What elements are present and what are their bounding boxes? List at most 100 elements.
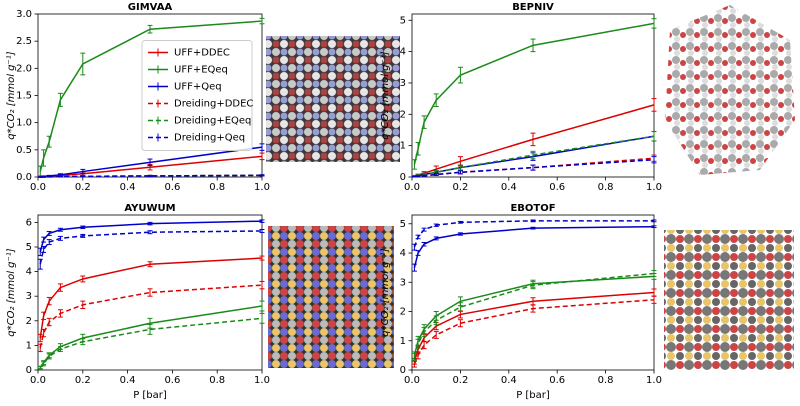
error-bar — [147, 158, 153, 167]
y-tick-label: 5 — [26, 242, 32, 253]
plot-area — [411, 214, 655, 371]
error-bar — [41, 236, 47, 243]
structure-image — [665, 5, 795, 175]
x-tick-label: 0.4 — [501, 375, 517, 386]
y-tick-label: 0 — [400, 172, 406, 183]
error-bar — [457, 220, 463, 224]
error-bar — [433, 315, 439, 326]
error-bar — [46, 317, 52, 327]
x-tick-label: 0.2 — [75, 182, 91, 193]
error-bar — [651, 98, 657, 112]
error-bar — [37, 165, 43, 178]
error-bar — [41, 361, 47, 367]
x-tick-label: 0.6 — [164, 375, 180, 386]
error-bar — [651, 295, 657, 304]
plot-clip — [37, 17, 265, 178]
series-line — [413, 272, 655, 358]
error-bar — [80, 52, 86, 76]
x-tick-label: 0.0 — [404, 375, 420, 386]
y-tick-label: 1.5 — [16, 91, 32, 102]
error-bar — [46, 239, 52, 246]
legend-label: UFF+Qeq — [174, 82, 222, 93]
error-bar — [411, 263, 417, 272]
error-bar — [433, 93, 439, 107]
error-bar — [259, 219, 265, 223]
error-bar — [530, 304, 536, 313]
y-axis-label: q*CO₂ [mmol g⁻¹] — [6, 51, 17, 139]
legend-label: Dreiding+DDEC — [174, 99, 253, 110]
error-bar — [651, 225, 657, 229]
series-line — [413, 225, 655, 268]
error-bar — [457, 232, 463, 236]
error-bar — [37, 258, 43, 270]
x-axis-label: P [bar] — [516, 390, 550, 401]
x-tick-label: 0.2 — [75, 375, 91, 386]
y-tick-label: 2.5 — [16, 36, 32, 47]
x-tick-label: 1.0 — [254, 182, 270, 193]
y-tick-label: 0 — [400, 365, 406, 376]
x-tick-label: 0.2 — [452, 375, 468, 386]
panel-title: BEPNIV — [512, 2, 554, 13]
error-bar — [80, 168, 86, 175]
y-tick-label: 1 — [400, 141, 406, 152]
error-bar — [421, 115, 427, 129]
error-bar — [433, 330, 439, 339]
error-bar — [57, 227, 63, 232]
error-bar — [421, 227, 427, 232]
error-bar — [411, 159, 417, 170]
error-bar — [46, 176, 52, 178]
error-bar — [530, 150, 536, 160]
x-tick-label: 0.0 — [30, 182, 46, 193]
error-bar — [259, 174, 265, 177]
x-tick-label: 0.8 — [209, 375, 225, 386]
x-tick-label: 0.6 — [549, 375, 565, 386]
plot-area — [411, 13, 655, 178]
x-tick-label: 1.0 — [254, 375, 270, 386]
plot-area — [37, 214, 263, 371]
y-tick-label: 2.0 — [16, 63, 32, 74]
y-axis-label: q*CO₂ [mmol g⁻¹] — [380, 51, 391, 139]
error-bar — [457, 170, 463, 175]
error-bar — [457, 319, 463, 328]
y-tick-label: 1.0 — [16, 118, 32, 129]
series-line — [39, 284, 263, 349]
y-tick-label: 1 — [26, 340, 32, 351]
series-line — [413, 220, 654, 248]
error-bar — [259, 17, 265, 25]
error-bar — [651, 18, 657, 29]
error-bar — [57, 283, 63, 292]
y-tick-label: 4 — [400, 248, 406, 259]
x-tick-label: 1.0 — [646, 182, 662, 193]
error-bar — [411, 352, 417, 361]
legend-box — [141, 40, 253, 151]
error-bar — [80, 300, 86, 309]
x-tick-label: 0.8 — [598, 182, 614, 193]
error-bar — [651, 131, 657, 142]
legend-label: UFF+EQeq — [174, 65, 228, 76]
panel-title: EBOTOF — [510, 203, 555, 214]
y-tick-label: 4 — [26, 267, 32, 278]
series-line — [39, 257, 263, 339]
x-tick-label: 0.4 — [120, 375, 136, 386]
error-bar — [415, 175, 421, 178]
error-bar — [147, 261, 153, 268]
plot-clip — [411, 219, 657, 368]
error-bar — [421, 174, 427, 177]
series-line — [40, 146, 263, 178]
error-bar — [80, 338, 86, 346]
plot-clip — [37, 219, 265, 370]
error-bar — [415, 234, 421, 240]
error-bar — [57, 235, 63, 241]
y-tick-label: 5 — [400, 15, 406, 26]
series-line — [413, 299, 655, 365]
error-bar — [37, 333, 43, 343]
error-bar — [530, 219, 536, 223]
error-bar — [57, 175, 63, 178]
structure-image — [664, 230, 794, 370]
x-tick-label: 0.6 — [549, 182, 565, 193]
error-bar — [259, 143, 265, 151]
y-axis-label: q*CO₂ [mmol g⁻¹] — [380, 248, 391, 336]
error-bar — [259, 229, 265, 233]
y-axis-label: q*CO₂ [mmol g⁻¹] — [6, 248, 17, 336]
error-bar — [46, 230, 52, 236]
